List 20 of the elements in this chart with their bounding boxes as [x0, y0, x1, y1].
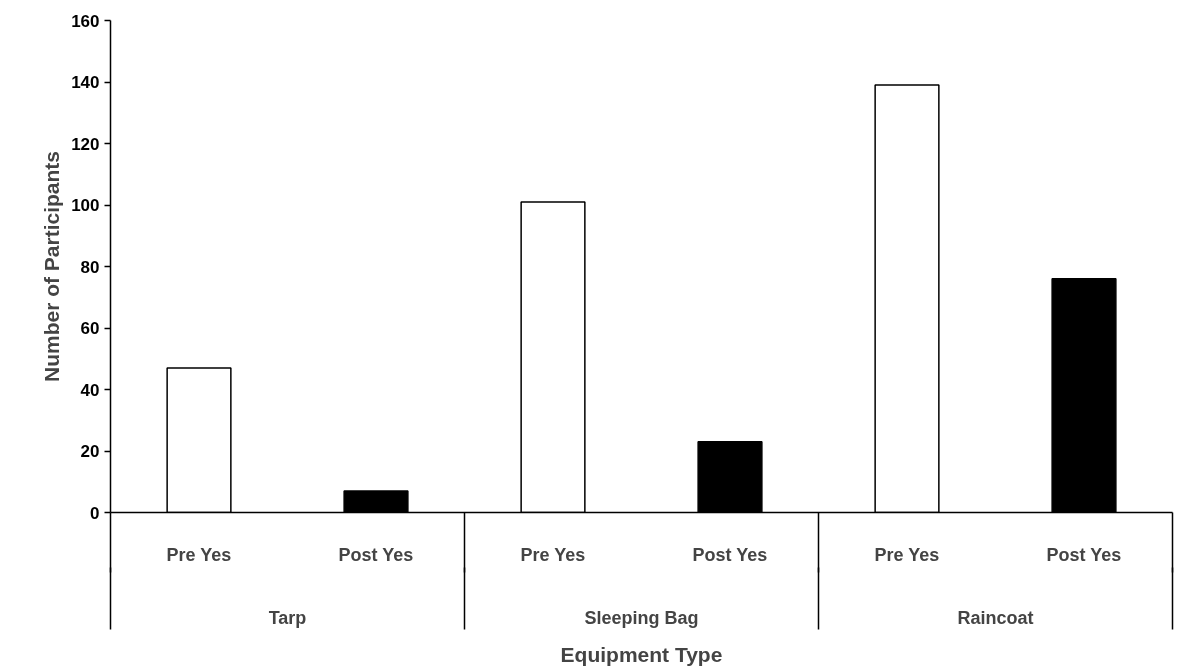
x-tick-label: Pre Yes [874, 544, 940, 565]
x-tick-label: Post Yes [1046, 544, 1122, 565]
y-tick-label: 40 [80, 380, 100, 400]
x-tick-label: Pre Yes [520, 544, 586, 565]
y-tick-label: 160 [71, 11, 100, 31]
y-axis-title: Number of Participants [40, 150, 64, 383]
x-tick-label: Post Yes [338, 544, 414, 565]
x-tick-label: Pre Yes [166, 544, 232, 565]
y-tick-label: 100 [71, 196, 100, 215]
y-tick-label: 120 [71, 134, 100, 154]
y-tick-label: 60 [80, 319, 100, 338]
y-tick-label: 80 [80, 257, 100, 277]
y-tick-label: 0 [90, 503, 100, 523]
text: Raincoat [957, 607, 1034, 628]
text: Tarp [268, 607, 307, 628]
text: Sleeping Bag [584, 607, 699, 628]
x-axis-title: Equipment Type [560, 642, 723, 666]
x-tick-label: Post Yes [692, 544, 768, 565]
y-tick-label: 140 [71, 73, 100, 92]
y-tick-label: 20 [80, 442, 100, 461]
